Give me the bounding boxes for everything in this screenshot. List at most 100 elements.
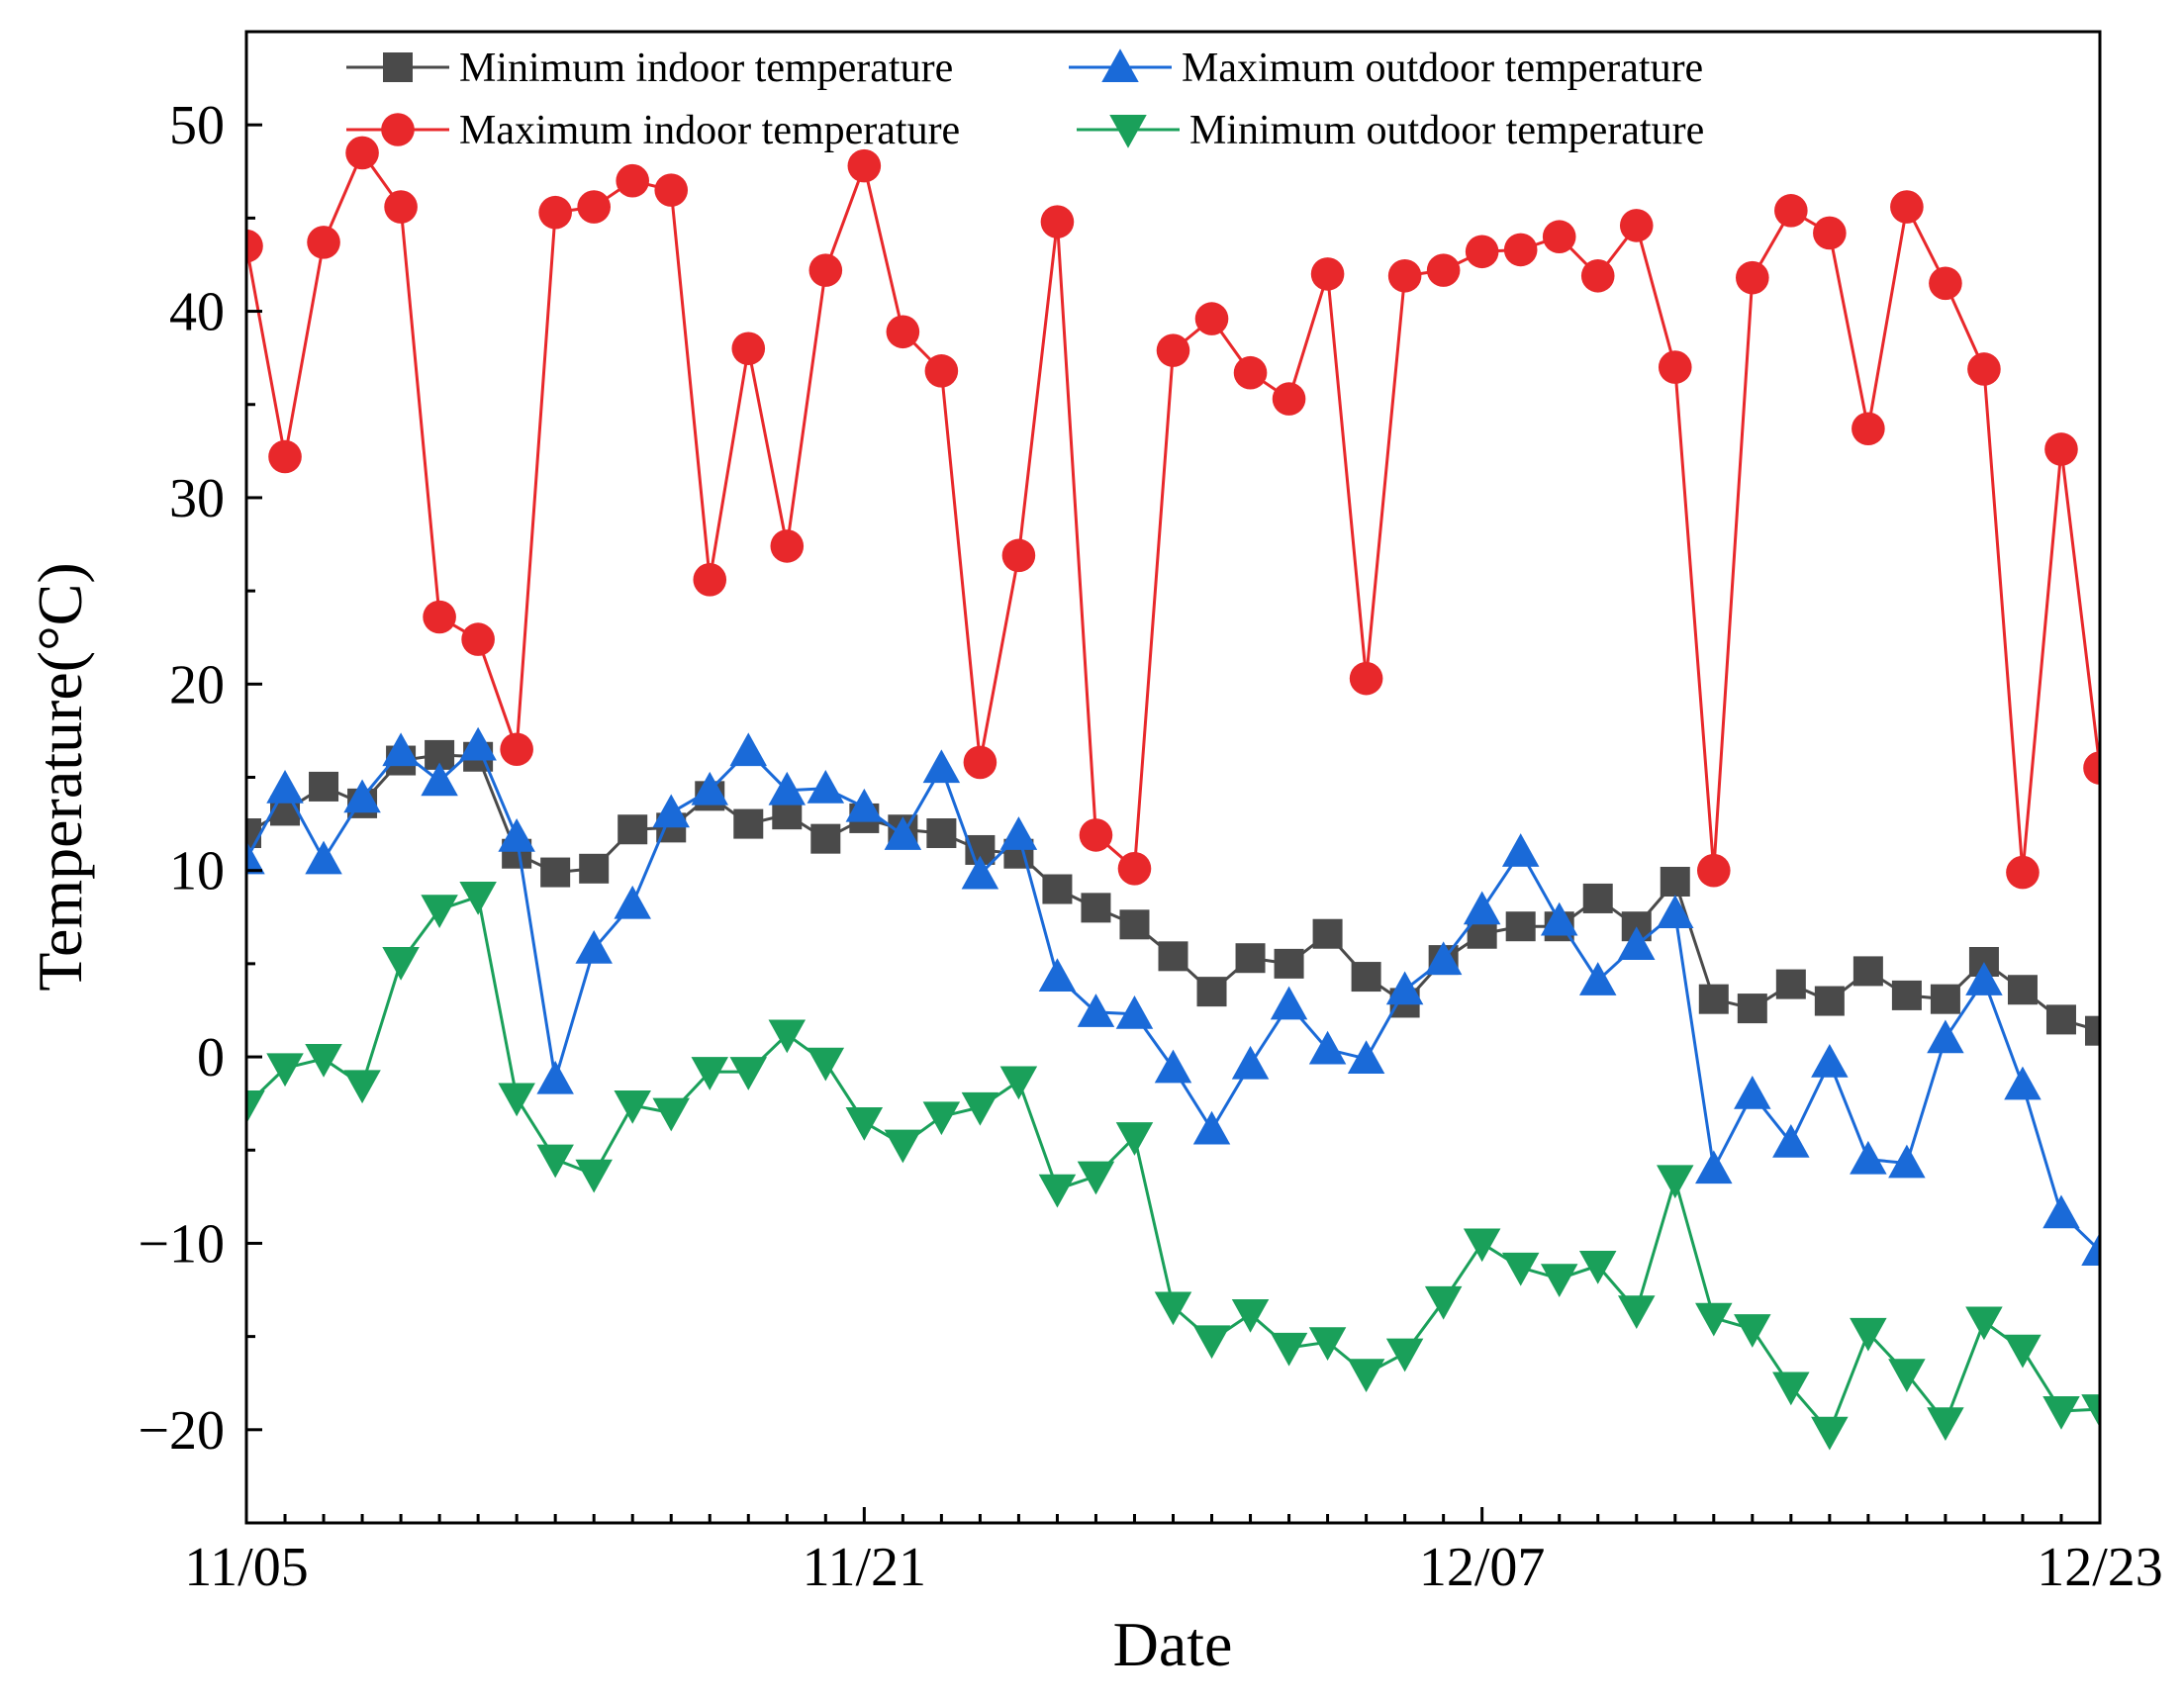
data-point-minimum-indoor-temperature (1930, 984, 1960, 1014)
data-point-maximum-indoor-temperature (1233, 355, 1268, 390)
data-point-maximum-outdoor-temperature (1965, 962, 2003, 995)
data-point-maximum-indoor-temperature (1001, 538, 1036, 573)
data-point-minimum-indoor-temperature (1274, 948, 1304, 979)
data-point-maximum-indoor-temperature (1349, 661, 1383, 696)
data-point-maximum-indoor-temperature (1503, 233, 1538, 267)
data-point-minimum-indoor-temperature (1235, 943, 1266, 974)
data-point-maximum-indoor-temperature (500, 732, 533, 767)
data-point-minimum-outdoor-temperature (246, 1090, 265, 1124)
data-point-minimum-outdoor-temperature (691, 1057, 728, 1090)
legend-item-maximum-outdoor-temperature: Maximum outdoor temperature (1069, 46, 1703, 91)
y-axis-ticks: −20 −10 0 10 20 30 40 50 (138, 30, 262, 1525)
data-point-minimum-indoor-temperature (810, 823, 841, 854)
data-point-minimum-indoor-temperature (1814, 986, 1845, 1016)
data-point-maximum-indoor-temperature (2006, 855, 2040, 890)
data-point-minimum-indoor-temperature (1312, 918, 1343, 949)
data-point-minimum-outdoor-temperature (1618, 1295, 1656, 1330)
data-point-minimum-outdoor-temperature (1927, 1407, 1964, 1442)
data-point-minimum-indoor-temperature (1042, 874, 1073, 904)
data-point-maximum-outdoor-temperature (1811, 1043, 1849, 1078)
series-line-maximum-indoor-temperature (246, 149, 2100, 873)
data-point-maximum-outdoor-temperature (1270, 986, 1308, 1020)
data-point-maximum-outdoor-temperature (999, 816, 1038, 850)
data-point-minimum-outdoor-temperature (1424, 1285, 1463, 1320)
data-point-maximum-indoor-temperature (1967, 352, 2001, 386)
data-point-maximum-indoor-temperature (1117, 852, 1152, 886)
data-point-minimum-outdoor-temperature (266, 1053, 304, 1088)
y-tick-label: 20 (169, 654, 225, 715)
data-point-minimum-outdoor-temperature (343, 1070, 381, 1104)
data-point-minimum-indoor-temperature (1737, 994, 1767, 1024)
data-point-maximum-indoor-temperature (345, 136, 379, 170)
data-point-minimum-outdoor-temperature (1501, 1252, 1540, 1286)
data-point-minimum-outdoor-temperature (1850, 1317, 1887, 1352)
data-point-minimum-outdoor-temperature (382, 946, 420, 981)
data-point-minimum-outdoor-temperature (421, 895, 458, 928)
y-axis-label: Temperature(°C) (25, 562, 95, 991)
y-tick-label: 40 (169, 282, 225, 343)
data-point-minimum-outdoor-temperature (1734, 1314, 1771, 1348)
data-point-maximum-outdoor-temperature (884, 816, 922, 850)
data-point-minimum-outdoor-temperature (961, 1091, 999, 1126)
data-point-minimum-outdoor-temperature (1888, 1359, 1926, 1393)
data-point-minimum-outdoor-temperature (1578, 1251, 1617, 1284)
data-point-minimum-outdoor-temperature (536, 1144, 574, 1179)
data-point-maximum-indoor-temperature (2083, 751, 2100, 785)
data-point-maximum-indoor-temperature (1580, 258, 1615, 293)
data-point-minimum-indoor-temperature (617, 814, 648, 845)
data-point-maximum-indoor-temperature (963, 745, 997, 780)
data-point-minimum-outdoor-temperature (1695, 1302, 1733, 1337)
data-point-maximum-outdoor-temperature (459, 726, 497, 761)
data-point-minimum-indoor-temperature (1505, 911, 1536, 942)
data-point-maximum-outdoor-temperature (266, 770, 304, 804)
data-point-minimum-outdoor-temperature (884, 1129, 922, 1164)
data-point-minimum-outdoor-temperature (305, 1043, 342, 1078)
data-point-minimum-outdoor-temperature (614, 1090, 651, 1124)
data-point-minimum-indoor-temperature (1196, 977, 1227, 1007)
data-point-minimum-outdoor-temperature (1308, 1327, 1347, 1362)
data-point-maximum-outdoor-temperature (498, 818, 535, 852)
data-point-maximum-indoor-temperature (538, 195, 572, 230)
data-point-maximum-indoor-temperature (924, 354, 959, 388)
data-point-minimum-outdoor-temperature (2081, 1394, 2100, 1428)
data-point-minimum-outdoor-temperature (1385, 1338, 1424, 1373)
data-point-maximum-outdoor-temperature (2004, 1066, 2042, 1100)
data-point-minimum-indoor-temperature (579, 853, 610, 884)
data-point-minimum-indoor-temperature (1660, 866, 1690, 897)
axes: −20 −10 0 10 20 30 40 50 11/05 11/21 12/07 12/23 T… (25, 30, 2163, 1679)
data-point-maximum-outdoor-temperature (652, 794, 690, 828)
data-point-maximum-indoor-temperature (847, 148, 882, 183)
data-point-minimum-indoor-temperature (1158, 941, 1188, 972)
data-point-maximum-indoor-temperature (808, 253, 843, 287)
data-point-maximum-indoor-temperature (1774, 194, 1808, 228)
data-point-maximum-indoor-temperature (1194, 302, 1229, 335)
data-point-maximum-outdoor-temperature (575, 930, 613, 964)
data-point-minimum-outdoor-temperature (1038, 1174, 1077, 1208)
data-point-maximum-outdoor-temperature (1115, 994, 1154, 1029)
data-point-minimum-outdoor-temperature (459, 882, 497, 915)
data-point-maximum-outdoor-temperature (1192, 1110, 1231, 1145)
data-point-minimum-outdoor-temperature (498, 1083, 535, 1117)
y-tick-label: 10 (169, 841, 225, 902)
y-tick-label: 0 (197, 1027, 225, 1089)
data-point-maximum-outdoor-temperature (1734, 1075, 1771, 1109)
data-point-maximum-outdoor-temperature (1347, 1040, 1385, 1074)
data-point-minimum-outdoor-temperature (1192, 1325, 1231, 1360)
data-point-maximum-outdoor-temperature (691, 771, 728, 805)
series-layer (246, 136, 2100, 1451)
data-point-maximum-outdoor-temperature (536, 1060, 574, 1094)
legend: Minimum indoor temperature Maximum outdoo… (346, 46, 1704, 153)
legend-item-minimum-outdoor-temperature: Minimum outdoor temperature (1077, 108, 1704, 153)
data-point-maximum-outdoor-temperature (1424, 941, 1463, 976)
data-point-minimum-indoor-temperature (1081, 893, 1111, 923)
data-point-maximum-outdoor-temperature (1657, 895, 1694, 929)
data-point-maximum-indoor-temperature (1387, 258, 1422, 293)
data-point-maximum-indoor-temperature (384, 190, 418, 224)
series-line-minimum-outdoor-temperature (246, 895, 2100, 1435)
legend-marker (381, 113, 415, 146)
data-point-maximum-indoor-temperature (1426, 253, 1461, 287)
x-axis-label: Date (1113, 1609, 1233, 1679)
data-point-maximum-indoor-temperature (1272, 382, 1306, 416)
series-maximum-outdoor-temperature (246, 726, 2100, 1266)
legend-item-maximum-indoor-temperature: Maximum indoor temperature (346, 108, 960, 153)
